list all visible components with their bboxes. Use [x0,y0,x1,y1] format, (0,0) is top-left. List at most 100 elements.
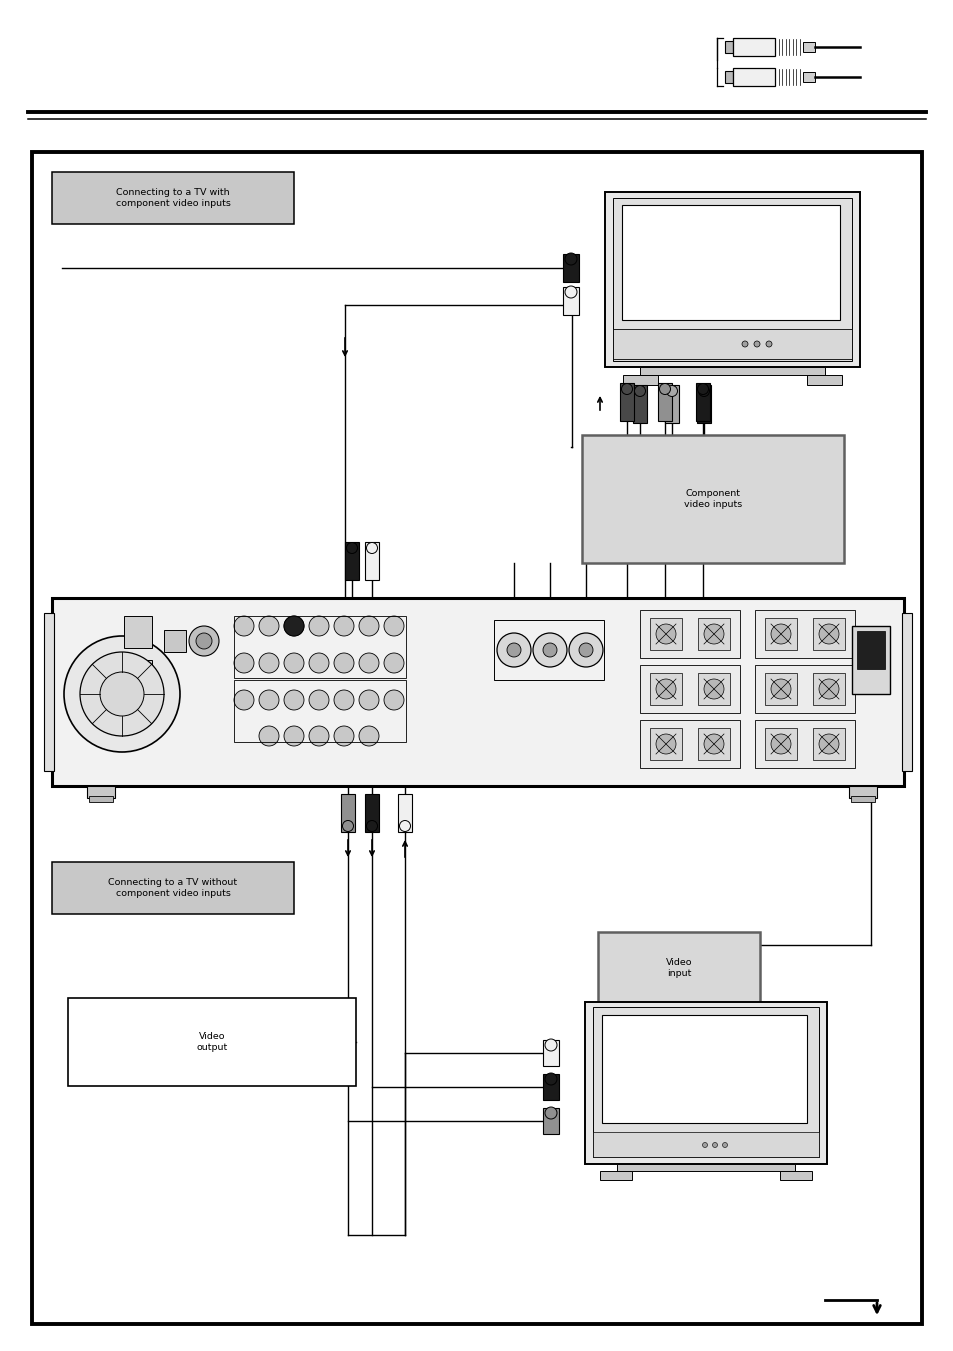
Bar [639,720,740,767]
Bar [649,673,681,705]
Bar [856,631,884,669]
Bar [68,998,355,1086]
Bar [696,382,709,422]
Circle shape [358,725,378,746]
Circle shape [818,680,838,698]
Circle shape [80,653,164,736]
Bar [649,617,681,650]
Bar [164,630,186,653]
Circle shape [506,643,520,657]
Bar [542,1108,558,1133]
Bar [233,680,406,742]
Circle shape [703,680,723,698]
Bar [617,1165,794,1171]
Circle shape [258,690,278,711]
Bar [851,626,889,694]
Circle shape [656,734,676,754]
Bar [604,192,859,367]
Circle shape [284,616,304,636]
Circle shape [100,671,144,716]
Circle shape [64,636,180,753]
Circle shape [544,1073,557,1085]
Bar [613,199,851,361]
Circle shape [578,643,593,657]
Bar [901,613,911,771]
Bar [52,862,294,915]
Bar [639,665,740,713]
Circle shape [703,624,723,644]
Circle shape [533,634,566,667]
Bar [622,376,658,385]
Bar [724,41,732,53]
Circle shape [564,286,577,299]
Circle shape [712,1143,717,1147]
Bar [812,617,844,650]
Bar [124,661,152,692]
Bar [562,286,578,315]
Circle shape [656,624,676,644]
Circle shape [697,384,708,394]
Bar [848,786,876,798]
Circle shape [195,634,212,648]
Bar [649,728,681,761]
Bar [340,794,355,832]
Circle shape [342,820,354,831]
Circle shape [384,653,403,673]
Circle shape [770,624,790,644]
Bar [52,598,903,786]
Circle shape [568,634,602,667]
Circle shape [309,690,329,711]
Circle shape [542,643,557,657]
Bar [593,1006,818,1156]
Circle shape [309,653,329,673]
Bar [52,172,294,224]
Bar [639,611,740,658]
Bar [698,673,729,705]
Text: Connecting to a TV without
component video inputs: Connecting to a TV without component vid… [109,878,237,897]
Bar [639,367,824,376]
Bar [658,382,671,422]
Bar [397,794,412,832]
Bar [542,1040,558,1066]
Bar [802,42,814,51]
Bar [764,673,796,705]
Circle shape [384,690,403,711]
Circle shape [233,653,253,673]
Bar [764,728,796,761]
Bar [601,1015,806,1123]
Circle shape [701,1143,707,1147]
Circle shape [818,624,838,644]
Circle shape [258,653,278,673]
Circle shape [258,725,278,746]
Circle shape [620,384,632,394]
Circle shape [721,1143,727,1147]
Circle shape [753,340,760,347]
Circle shape [765,340,771,347]
Bar [233,616,406,678]
Circle shape [358,616,378,636]
Circle shape [284,725,304,746]
Bar [633,385,646,423]
Text: Connecting to a TV with
component video inputs: Connecting to a TV with component video … [115,188,231,208]
Circle shape [334,690,354,711]
Bar [542,1074,558,1100]
Circle shape [703,734,723,754]
Bar [124,616,152,648]
Bar [562,254,578,282]
Bar [598,932,760,1004]
Circle shape [544,1039,557,1051]
Circle shape [384,616,403,636]
Circle shape [659,384,670,394]
Text: Component
video inputs: Component video inputs [683,489,741,509]
Circle shape [309,725,329,746]
Text: Video
output: Video output [196,1032,228,1051]
Bar [365,794,378,832]
Bar [613,330,851,359]
Bar [850,796,874,802]
Bar [698,728,729,761]
Circle shape [346,543,357,554]
Bar [44,613,54,771]
Circle shape [358,690,378,711]
Circle shape [818,734,838,754]
Circle shape [366,543,377,554]
